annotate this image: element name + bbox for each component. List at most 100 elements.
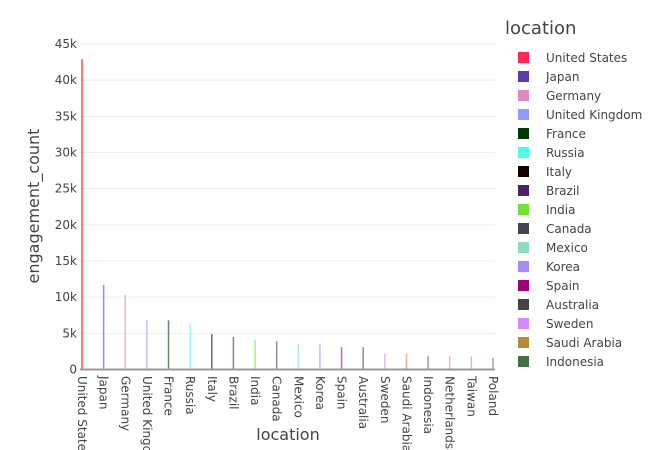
legend-swatch-icon xyxy=(518,280,529,291)
x-tick-label: Germany xyxy=(118,376,132,431)
x-tick-label: Indonesia xyxy=(421,376,435,434)
legend-label: United States xyxy=(546,50,628,65)
legend-swatch-icon xyxy=(518,185,529,196)
bar[interactable] xyxy=(362,347,364,370)
legend-item[interactable]: Italy xyxy=(505,162,642,181)
x-tick-label: Canada xyxy=(270,376,284,422)
y-tick-label: 30k xyxy=(55,146,77,160)
y-axis-ticks: 0 5k 10k 15k 20k 25k 30k 35k 40k 45k xyxy=(55,37,77,377)
legend-label: Mexico xyxy=(546,240,588,255)
y-tick-label: 40k xyxy=(55,73,77,87)
legend-label: Russia xyxy=(546,145,585,160)
bar[interactable] xyxy=(448,355,451,370)
legend-item[interactable]: Germany xyxy=(505,86,642,105)
legend-swatch-icon xyxy=(518,299,529,310)
legend-item[interactable]: Korea xyxy=(505,257,642,276)
bar[interactable] xyxy=(427,355,429,370)
legend-swatch-icon xyxy=(518,204,529,215)
y-tick-label: 45k xyxy=(55,37,77,51)
x-axis-title: location xyxy=(256,425,319,444)
legend-label: Australia xyxy=(546,297,600,312)
bar[interactable] xyxy=(405,353,408,370)
y-tick-label: 0 xyxy=(69,363,77,377)
legend-label: Sweden xyxy=(546,316,594,331)
bar[interactable] xyxy=(81,59,83,370)
bar[interactable] xyxy=(146,320,148,370)
legend-item[interactable]: Indonesia xyxy=(505,352,642,371)
gridlines xyxy=(80,43,495,334)
legend-swatch-icon xyxy=(518,109,529,120)
legend-item[interactable]: Saudi Arabia xyxy=(505,333,642,352)
y-tick-label: 10k xyxy=(55,290,77,304)
legend-label: Indonesia xyxy=(546,354,605,369)
legend-swatch-icon xyxy=(518,318,529,329)
bar[interactable] xyxy=(275,341,278,370)
legend-label: Korea xyxy=(546,259,581,274)
legend-label: Germany xyxy=(546,88,602,103)
x-tick-label: Japan xyxy=(97,375,111,409)
legend-title: location xyxy=(505,18,577,39)
bar[interactable] xyxy=(254,339,256,370)
bar[interactable] xyxy=(384,353,386,370)
legend: location United States Japan Germany United… xyxy=(505,18,642,371)
bar[interactable] xyxy=(319,344,321,370)
legend-item[interactable]: Japan xyxy=(505,67,642,86)
y-tick-label: 35k xyxy=(55,109,77,123)
bar[interactable] xyxy=(232,336,235,370)
legend-label: Japan xyxy=(546,69,580,84)
legend-item[interactable]: Canada xyxy=(505,219,642,238)
legend-label: Saudi Arabia xyxy=(546,335,623,350)
legend-item[interactable]: Brazil xyxy=(505,181,642,200)
bar[interactable] xyxy=(340,347,343,370)
legend-swatch-icon xyxy=(518,71,529,82)
legend-items: United States Japan Germany United Kingdom F… xyxy=(505,48,642,371)
bar[interactable] xyxy=(297,344,300,370)
legend-item[interactable]: United Kingdom xyxy=(505,105,642,124)
legend-item[interactable]: Mexico xyxy=(505,238,642,257)
x-tick-label: Netherlands xyxy=(443,376,457,449)
legend-label: United Kingdom xyxy=(546,107,643,122)
y-tick-label: 15k xyxy=(55,254,77,268)
legend-swatch-icon xyxy=(518,147,529,158)
bar[interactable] xyxy=(189,323,191,370)
legend-swatch-icon xyxy=(518,166,529,177)
x-tick-label: United Kingo xyxy=(140,376,154,450)
x-tick-label: Sweden xyxy=(378,376,392,423)
legend-swatch-icon xyxy=(518,128,529,139)
bar[interactable] xyxy=(124,294,127,370)
legend-label: Brazil xyxy=(546,183,580,198)
x-tick-label: Russia xyxy=(183,376,197,415)
x-tick-label: Saudi Arabia xyxy=(399,376,413,450)
legend-item[interactable]: France xyxy=(505,124,642,143)
legend-swatch-icon xyxy=(518,261,529,272)
x-tick-label: Italy xyxy=(205,376,219,402)
bar[interactable] xyxy=(167,320,170,370)
legend-item[interactable]: Sweden xyxy=(505,314,642,333)
bar[interactable] xyxy=(211,334,213,370)
legend-label: India xyxy=(546,202,576,217)
x-tick-label: France xyxy=(162,376,176,416)
legend-item[interactable]: Australia xyxy=(505,295,642,314)
legend-swatch-icon xyxy=(518,242,529,253)
x-tick-label: Brazil xyxy=(226,376,240,410)
x-tick-label: United State xyxy=(75,376,89,450)
legend-swatch-icon xyxy=(518,337,529,348)
legend-item[interactable]: United States xyxy=(505,48,642,67)
x-tick-label: Poland xyxy=(486,376,500,416)
legend-item[interactable]: India xyxy=(505,200,642,219)
x-tick-label: Taiwan xyxy=(464,375,478,417)
legend-swatch-icon xyxy=(518,223,529,234)
x-tick-label: Korea xyxy=(313,376,327,410)
legend-label: Italy xyxy=(546,164,573,179)
legend-label: France xyxy=(546,126,586,141)
bar[interactable] xyxy=(470,356,473,370)
bar[interactable] xyxy=(492,357,494,370)
bars xyxy=(81,59,494,370)
legend-item[interactable]: Spain xyxy=(505,276,642,295)
y-tick-label: 5k xyxy=(62,326,77,340)
x-tick-label: Australia xyxy=(356,376,370,429)
x-axis-ticks: United State Japan Germany United Kingo Fran… xyxy=(75,375,500,450)
bar[interactable] xyxy=(102,284,105,370)
legend-item[interactable]: Russia xyxy=(505,143,642,162)
